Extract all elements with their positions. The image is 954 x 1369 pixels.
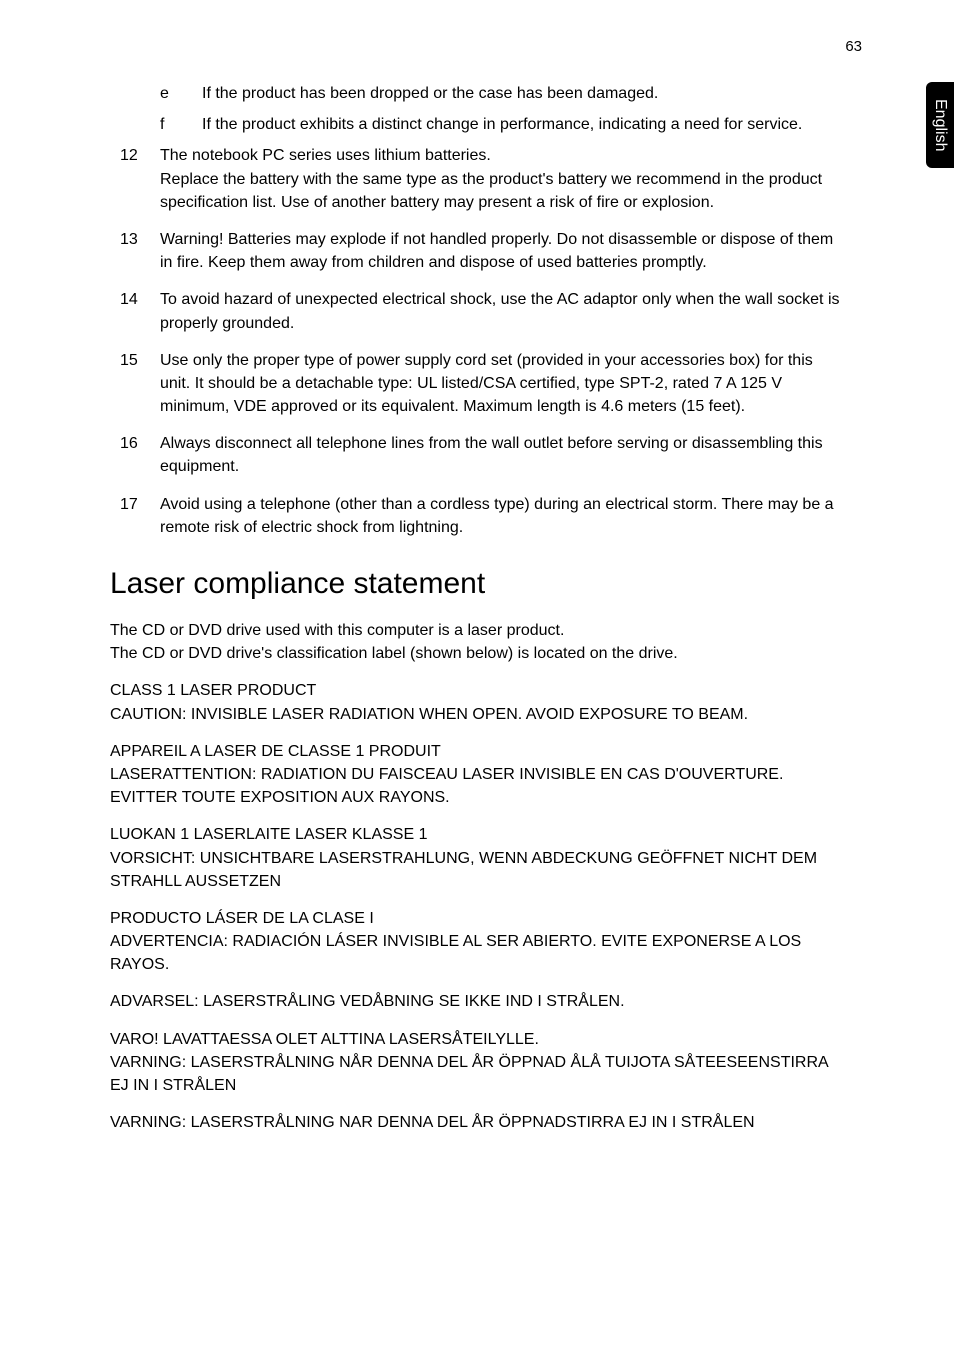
list-number: 16	[120, 432, 160, 478]
sub-list-item: f If the product exhibits a distinct cha…	[120, 113, 840, 136]
list-text: Always disconnect all telephone lines fr…	[160, 432, 840, 478]
numbered-list-item: 16 Always disconnect all telephone lines…	[120, 432, 840, 478]
list-text: The notebook PC series uses lithium batt…	[160, 144, 840, 214]
body-paragraph: The CD or DVD drive used with this compu…	[110, 619, 840, 665]
sub-letter: e	[120, 82, 202, 105]
body-paragraph: ADVARSEL: LASERSTRÅLING VEDÅBNING SE IKK…	[110, 990, 840, 1013]
body-paragraph: VARO! LAVATTAESSA OLET ALTTINA LASERSÅTE…	[110, 1028, 840, 1098]
page-number: 63	[845, 38, 862, 55]
numbered-list-item: 13 Warning! Batteries may explode if not…	[120, 228, 840, 274]
language-tab: English	[926, 82, 954, 168]
list-number: 15	[120, 349, 160, 419]
list-text: Avoid using a telephone (other than a co…	[160, 493, 840, 539]
list-number: 14	[120, 288, 160, 334]
list-text: Warning! Batteries may explode if not ha…	[160, 228, 840, 274]
list-number: 12	[120, 144, 160, 214]
list-text: To avoid hazard of unexpected electrical…	[160, 288, 840, 334]
sub-text: If the product exhibits a distinct chang…	[202, 113, 840, 136]
sub-letter: f	[120, 113, 202, 136]
list-number: 13	[120, 228, 160, 274]
sub-text: If the product has been dropped or the c…	[202, 82, 840, 105]
list-number: 17	[120, 493, 160, 539]
body-paragraph: PRODUCTO LÁSER DE LA CLASE IADVERTENCIA:…	[110, 907, 840, 977]
numbered-list-item: 14 To avoid hazard of unexpected electri…	[120, 288, 840, 334]
numbered-list-item: 15 Use only the proper type of power sup…	[120, 349, 840, 419]
sub-list-item: e If the product has been dropped or the…	[120, 82, 840, 105]
body-paragraph: CLASS 1 LASER PRODUCTCAUTION: INVISIBLE …	[110, 679, 840, 725]
section-heading: Laser compliance statement	[110, 567, 840, 601]
numbered-list-item: 17 Avoid using a telephone (other than a…	[120, 493, 840, 539]
page-content: e If the product has been dropped or the…	[120, 82, 840, 1148]
numbered-list-item: 12 The notebook PC series uses lithium b…	[120, 144, 840, 214]
body-paragraph: LUOKAN 1 LASERLAITE LASER KLASSE 1VORSIC…	[110, 823, 840, 893]
body-paragraph: APPAREIL A LASER DE CLASSE 1 PRODUITLASE…	[110, 740, 840, 810]
body-paragraph: VARNING: LASERSTRÅLNING NAR DENNA DEL ÅR…	[110, 1111, 840, 1134]
list-text: Use only the proper type of power supply…	[160, 349, 840, 419]
